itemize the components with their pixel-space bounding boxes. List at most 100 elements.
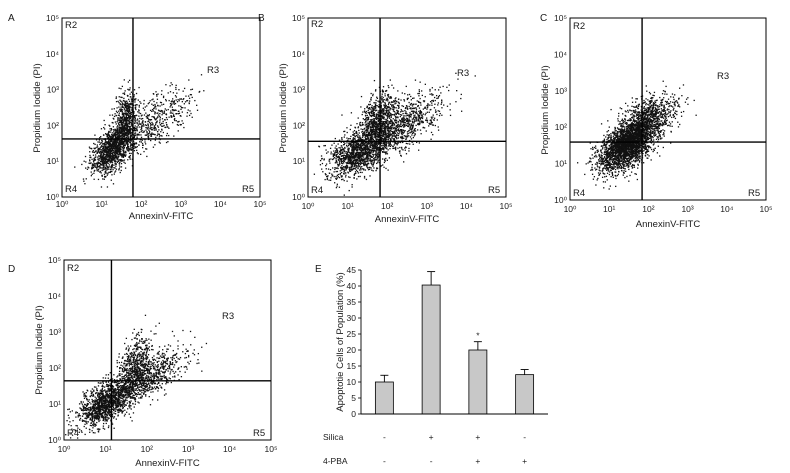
scatter-point: [342, 178, 344, 180]
scatter-point: [98, 141, 101, 143]
scatter-point: [362, 111, 364, 113]
scatter-point: [405, 146, 407, 149]
scatter-point: [373, 112, 375, 114]
scatter-point: [117, 146, 119, 148]
scatter-point: [384, 139, 386, 141]
scatter-point: [129, 117, 132, 120]
scatter-point: [342, 166, 345, 168]
scatter-point: [123, 118, 125, 120]
scatter-point: [395, 107, 397, 109]
scatter-point: [363, 168, 365, 170]
scatter-point: [364, 143, 366, 145]
scatter-point: [434, 99, 436, 102]
scatter-point: [357, 167, 359, 170]
scatter-point: [121, 156, 123, 158]
scatter-point: [367, 147, 370, 150]
scatter-point: [85, 167, 87, 169]
scatter-point: [400, 154, 402, 157]
scatter-point: [383, 122, 386, 125]
scatter-point: [128, 130, 131, 132]
scatter-point: [121, 155, 123, 157]
scatter-point: [382, 100, 384, 102]
scatter-point: [148, 134, 150, 136]
scatter-point: [90, 148, 93, 150]
scatter-point: [89, 154, 91, 157]
scatter-point: [397, 101, 400, 103]
scatter-point: [392, 138, 394, 140]
x-tick-label: 10²: [135, 199, 147, 209]
scatter-point: [190, 112, 192, 115]
scatter-point: [124, 154, 126, 157]
scatter-point: [339, 153, 341, 156]
scatter-point: [123, 161, 125, 163]
scatter-point: [351, 165, 354, 167]
scatter-point: [140, 118, 143, 120]
scatter-point: [344, 146, 346, 149]
scatter-point: [402, 129, 405, 132]
scatter-point: [363, 154, 365, 156]
scatter-point: [147, 136, 149, 138]
scatter-point: [97, 148, 99, 150]
scatter-point: [361, 165, 363, 168]
scatter-point: [371, 169, 373, 171]
scatter-point: [123, 100, 126, 102]
scatter-point: [136, 122, 138, 125]
scatter-point: [130, 116, 133, 118]
scatter-point: [387, 132, 389, 135]
scatter-point: [177, 113, 180, 115]
scatter-point: [371, 124, 373, 127]
scatter-point: [387, 135, 390, 138]
scatter-point: [123, 122, 125, 124]
scatter-point: [149, 100, 151, 102]
scatter-point: [325, 149, 327, 151]
scatter-point: [108, 134, 111, 137]
scatter-point: [386, 97, 388, 99]
scatter-point: [161, 125, 163, 127]
scatter-point: [340, 171, 343, 174]
scatter-point: [425, 130, 427, 132]
scatter-point: [351, 169, 353, 171]
scatter-point: [429, 88, 431, 91]
scatter-point: [387, 169, 389, 171]
scatter-point: [105, 152, 108, 154]
scatter-point: [359, 158, 361, 160]
scatter-point: [409, 127, 411, 129]
scatter-point: [377, 136, 380, 138]
scatter-point: [117, 140, 119, 142]
scatter-point: [374, 131, 377, 133]
scatter-point: [118, 119, 121, 122]
scatter-point: [446, 105, 449, 107]
scatter-point: [432, 94, 434, 96]
scatter-point: [368, 116, 370, 118]
scatter-point: [351, 139, 354, 141]
scatter-point: [105, 175, 107, 178]
scatter-point: [382, 151, 385, 153]
scatter-point: [358, 165, 360, 168]
scatter-point: [104, 139, 107, 141]
scatter-point: [117, 135, 120, 137]
scatter-point: [108, 131, 110, 133]
scatter-point: [120, 120, 123, 123]
y-tick-label: 10³: [47, 85, 59, 95]
scatter-point: [84, 183, 86, 185]
scatter-point: [111, 166, 113, 168]
scatter-point: [334, 162, 337, 164]
scatter-point: [415, 103, 417, 105]
scatter-point: [380, 138, 383, 140]
scatter-point: [375, 149, 377, 151]
scatter-point: [129, 113, 131, 115]
scatter-point: [408, 114, 410, 116]
scatter-point: [116, 139, 119, 141]
scatter-point: [105, 133, 108, 136]
scatter-point: [181, 120, 183, 122]
scatter-point: [415, 124, 417, 127]
scatter-point: [388, 145, 390, 147]
scatter-point: [401, 148, 403, 150]
scatter-point: [352, 152, 354, 155]
scatter-point: [364, 133, 366, 135]
scatter-point: [112, 146, 115, 148]
scatter-point: [172, 114, 175, 116]
scatter-point: [352, 157, 354, 160]
scatter-point: [124, 119, 126, 122]
scatter-point: [161, 90, 163, 92]
